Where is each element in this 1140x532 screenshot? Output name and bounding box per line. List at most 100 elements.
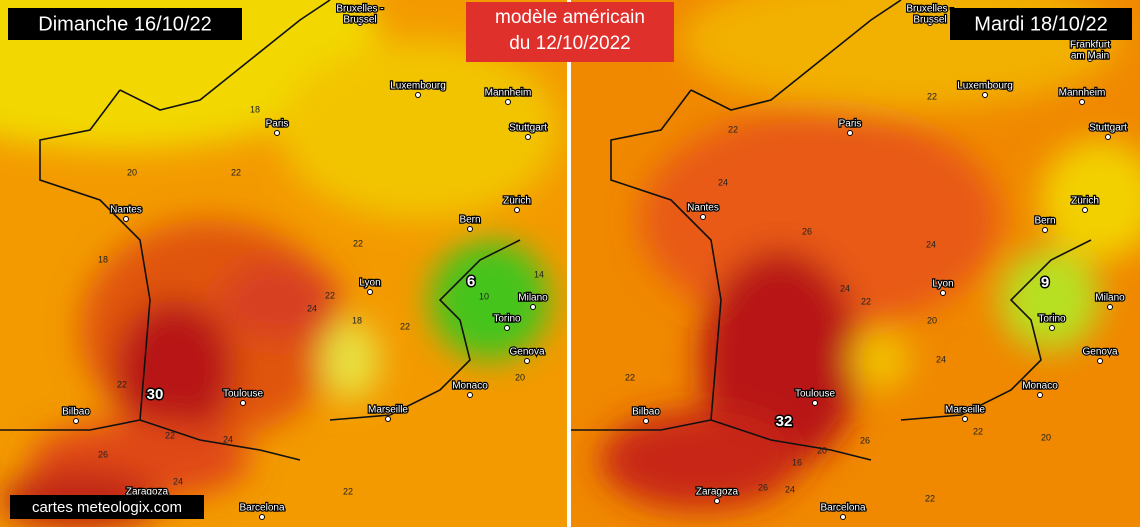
isotherm-label: 24 — [785, 484, 795, 494]
city-label: Barcelona — [820, 503, 865, 514]
isotherm-label: 20 — [127, 167, 137, 177]
isotherm-label: 22 — [117, 379, 127, 389]
isotherm-label: 22 — [625, 372, 635, 382]
credit: cartes meteologix.com — [32, 499, 182, 516]
extreme-temperature: 30 — [147, 386, 164, 403]
isotherm-label: 24 — [926, 239, 936, 249]
city-label: Zaragoza — [696, 487, 739, 498]
city-label: Frankfurt am Main — [1070, 39, 1110, 61]
city-label: Zürich — [503, 196, 531, 207]
model-name: modèle américain — [495, 7, 645, 28]
isotherm-label: 24 — [173, 476, 183, 486]
city-marker — [1079, 99, 1085, 105]
extreme-temperature: 9 — [1041, 274, 1049, 291]
city-label: Marseille — [368, 405, 408, 416]
divider — [567, 0, 571, 527]
city-label: Lyon — [359, 278, 380, 289]
city-marker — [274, 130, 280, 136]
city-marker — [259, 514, 265, 520]
city-label: Torino — [1038, 314, 1066, 325]
isotherm-label: 22 — [927, 91, 937, 101]
isotherm-label: 22 — [861, 296, 871, 306]
city-marker — [524, 358, 530, 364]
isotherm-label: 16 — [792, 457, 802, 467]
city-marker — [812, 400, 818, 406]
city-label: Toulouse — [223, 389, 263, 400]
date-box — [950, 8, 1132, 40]
city-marker — [1082, 207, 1088, 213]
city-marker — [714, 498, 720, 504]
city-label: Zürich — [1071, 196, 1099, 207]
city-marker — [514, 207, 520, 213]
city-label: Marseille — [945, 405, 985, 416]
city-marker — [1097, 358, 1103, 364]
isotherm-label: 20 — [1041, 432, 1051, 442]
city-label: Nantes — [110, 205, 142, 216]
city-label: Nantes — [687, 203, 719, 214]
city-marker — [1049, 325, 1055, 331]
isotherm-label: 22 — [728, 124, 738, 134]
isotherm-label: 26 — [860, 435, 870, 445]
city-marker — [927, 20, 933, 26]
date-title: Mardi 18/10/22 — [974, 13, 1107, 35]
city-label: Stuttgart — [509, 123, 547, 134]
city-label: Bern — [1034, 216, 1055, 227]
isotherm-label: 24 — [718, 177, 728, 187]
isotherm-label: 20 — [515, 372, 525, 382]
city-label: Mannheim — [485, 88, 532, 99]
city-label: Bruxelles -Brussel — [906, 3, 953, 25]
isotherm-label: 10 — [479, 291, 489, 301]
model-box — [466, 2, 674, 62]
city-label: Lyon — [932, 279, 953, 290]
coastlines — [0, 0, 1092, 461]
isotherm-label: 22 — [353, 238, 363, 248]
city-label: Toulouse — [795, 389, 835, 400]
city-marker — [73, 418, 79, 424]
isotherm-label: 22 — [231, 167, 241, 177]
city-label: Stuttgart — [1089, 123, 1127, 134]
city-marker — [1087, 56, 1093, 62]
city-label: Monaco — [1022, 381, 1058, 392]
left-map — [0, 0, 567, 527]
city-label: Barcelona — [239, 503, 284, 514]
city-marker — [1105, 134, 1111, 140]
isotherm-label: 24 — [840, 283, 850, 293]
isotherm-label: 22 — [343, 486, 353, 496]
city-label: Monaco — [452, 381, 488, 392]
city-label: Mannheim — [1059, 88, 1106, 99]
city-marker — [643, 418, 649, 424]
extreme-temperature: 6 — [467, 273, 475, 290]
city-label: Bilbao — [632, 407, 660, 418]
isotherm-label: 22 — [400, 321, 410, 331]
city-label: Bruxelles -Brussel — [336, 3, 383, 25]
city-marker — [847, 130, 853, 136]
run-date: du 12/10/2022 — [509, 33, 631, 54]
isotherm-label: 18 — [98, 254, 108, 264]
city-marker — [525, 134, 531, 140]
right-map — [571, 0, 1140, 527]
city-marker — [123, 216, 129, 222]
city-marker — [1042, 227, 1048, 233]
isotherm-label: 24 — [223, 434, 233, 444]
city-label: Luxembourg — [390, 81, 446, 92]
city-label: Paris — [266, 119, 289, 130]
city-label: Torino — [493, 314, 521, 325]
isotherm-label: 22 — [325, 290, 335, 300]
isotherm-label: 26 — [758, 482, 768, 492]
city-label: Genova — [509, 347, 544, 358]
city-label: Luxembourg — [957, 81, 1013, 92]
isotherm-label: 24 — [307, 303, 317, 313]
city-label: Milano — [518, 293, 548, 304]
city-marker — [504, 325, 510, 331]
city-marker — [700, 214, 706, 220]
isotherm-label: 26 — [98, 449, 108, 459]
city-marker — [240, 400, 246, 406]
isotherm-label: 26 — [802, 226, 812, 236]
isotherm-label: 18 — [250, 104, 260, 114]
city-marker — [505, 99, 511, 105]
city-marker — [367, 289, 373, 295]
city-marker — [962, 416, 968, 422]
city-marker — [1107, 304, 1113, 310]
city-marker — [385, 416, 391, 422]
